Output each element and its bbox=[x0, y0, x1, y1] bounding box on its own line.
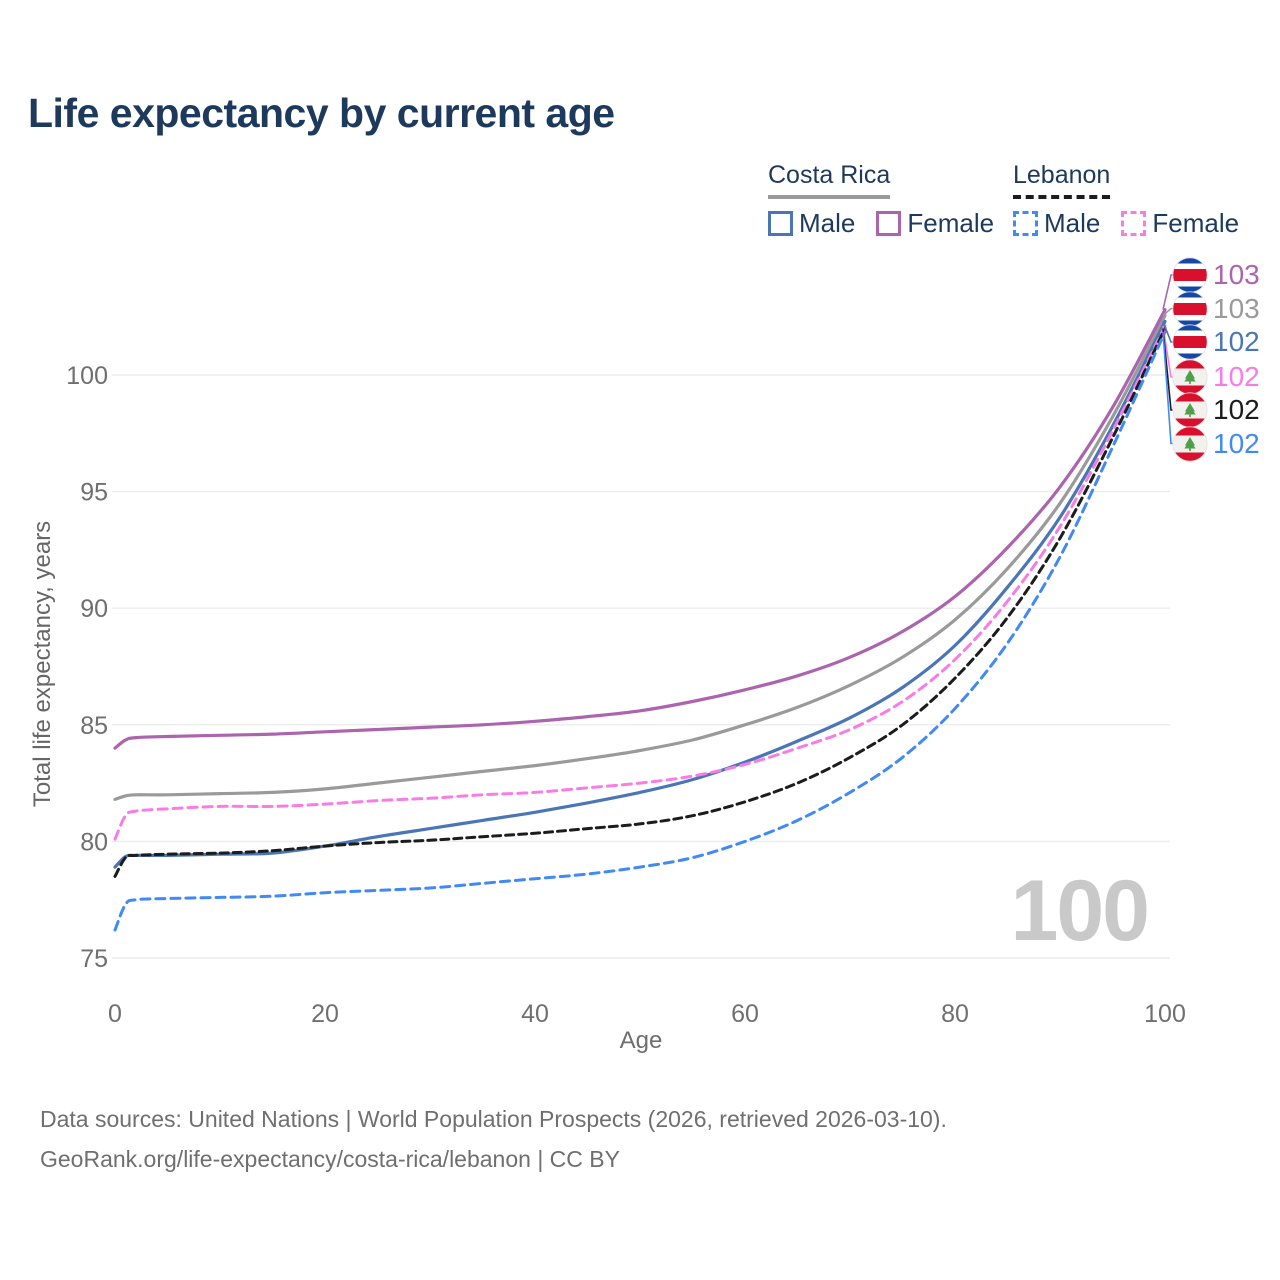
x-axis-label: Age bbox=[620, 1027, 663, 1054]
legend-header-costa-rica[interactable]: Costa Rica bbox=[768, 161, 891, 199]
end-label-value: 103 bbox=[1213, 292, 1260, 324]
y-tick-label: 80 bbox=[80, 828, 108, 856]
end-label-row-lebanon-female: 102 bbox=[1172, 359, 1260, 395]
legend-item-costa-rica-female[interactable]: Female bbox=[876, 208, 994, 239]
end-label-row-costa-rica-male: 102 bbox=[1172, 324, 1260, 360]
y-tick-label: 75 bbox=[80, 945, 108, 973]
lebanon-flag-icon bbox=[1172, 359, 1208, 395]
y-tick-label: 85 bbox=[80, 712, 108, 740]
costa-rica-flag-icon bbox=[1172, 290, 1208, 327]
x-tick-label: 40 bbox=[521, 1000, 549, 1028]
end-label-value: 103 bbox=[1213, 259, 1260, 290]
y-tick-label: 100 bbox=[66, 362, 108, 390]
legend-items-lebanon: Male Female bbox=[1013, 208, 1260, 239]
y-axis-label: Total life expectancy, years bbox=[29, 521, 56, 807]
end-label-value: 102 bbox=[1213, 326, 1260, 357]
series-line-costa-rica[interactable] bbox=[113, 313, 1167, 801]
end-label-value: 102 bbox=[1213, 361, 1260, 392]
series-line-lebanon-male[interactable] bbox=[113, 330, 1167, 932]
footer-attribution-link[interactable]: GeoRank.org/life-expectancy/costa-rica/l… bbox=[40, 1146, 620, 1172]
y-tick-label: 95 bbox=[80, 479, 108, 507]
legend-label: Male bbox=[1044, 208, 1101, 238]
series-line-costa-rica-male[interactable] bbox=[113, 319, 1167, 869]
end-label-row-lebanon: 102 bbox=[1172, 392, 1260, 428]
costa-rica-flag-icon bbox=[1172, 324, 1208, 360]
footer-data-sources: Data sources: United Nations | World Pop… bbox=[40, 1106, 947, 1132]
costa-rica-female-swatch-icon bbox=[876, 211, 902, 236]
legend-group-lebanon: Lebanon Male Female bbox=[1013, 161, 1260, 239]
legend-header-lebanon[interactable]: Lebanon bbox=[1013, 161, 1111, 199]
lebanon-flag-icon bbox=[1172, 425, 1208, 462]
lebanon-female-swatch-icon bbox=[1121, 211, 1147, 236]
costa-rica-flag-icon bbox=[1172, 257, 1208, 293]
x-tick-label: 80 bbox=[941, 1000, 969, 1028]
chart-title: Life expectancy by current age bbox=[28, 90, 615, 136]
legend-label: Female bbox=[907, 208, 995, 238]
x-tick-label: 60 bbox=[731, 1000, 759, 1028]
series-line-lebanon-female[interactable] bbox=[113, 324, 1167, 841]
legend-items-costa-rica: Male Female bbox=[768, 208, 1015, 239]
costa-rica-male-swatch-icon bbox=[768, 211, 793, 236]
legend-item-lebanon-male[interactable]: Male bbox=[1013, 208, 1100, 239]
y-tick-label: 90 bbox=[80, 595, 108, 623]
legend-item-costa-rica-male[interactable]: Male bbox=[768, 208, 855, 239]
end-label-value: 102 bbox=[1213, 394, 1260, 425]
x-tick-label: 100 bbox=[1144, 1000, 1186, 1028]
legend-item-lebanon-female[interactable]: Female bbox=[1121, 208, 1239, 239]
legend-label: Female bbox=[1152, 208, 1240, 238]
end-label-value: 102 bbox=[1213, 427, 1260, 459]
end-label-row-costa-rica: 103 bbox=[1172, 290, 1260, 327]
x-tick-label: 20 bbox=[311, 1000, 339, 1028]
lebanon-male-swatch-icon bbox=[1013, 211, 1038, 236]
legend-group-costa-rica: Costa Rica Male Female bbox=[768, 161, 1015, 239]
lebanon-flag-icon bbox=[1172, 392, 1208, 428]
series-line-costa-rica-female[interactable] bbox=[113, 308, 1167, 750]
age-watermark: 100 bbox=[1010, 863, 1151, 959]
end-label-row-costa-rica-female: 103 bbox=[1172, 257, 1260, 293]
legend-label: Male bbox=[799, 208, 856, 238]
end-label-row-lebanon-male: 102 bbox=[1172, 425, 1260, 462]
x-tick-label: 0 bbox=[108, 1000, 122, 1028]
series-line-lebanon[interactable] bbox=[113, 326, 1167, 878]
